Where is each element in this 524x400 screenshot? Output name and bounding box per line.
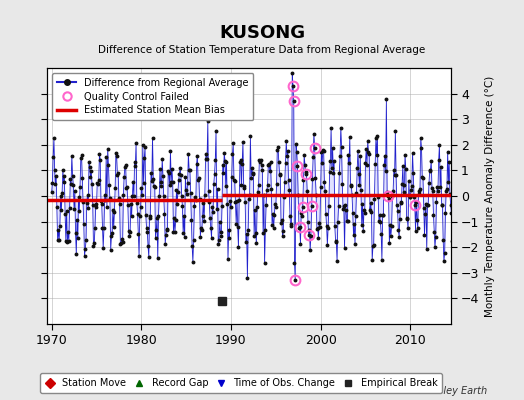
- Text: Berkeley Earth: Berkeley Earth: [415, 386, 487, 396]
- Legend: Difference from Regional Average, Quality Control Failed, Estimated Station Mean: Difference from Regional Average, Qualit…: [52, 73, 254, 120]
- Legend: Station Move, Record Gap, Time of Obs. Change, Empirical Break: Station Move, Record Gap, Time of Obs. C…: [40, 374, 442, 393]
- Text: Difference of Station Temperature Data from Regional Average: Difference of Station Temperature Data f…: [99, 45, 425, 55]
- Y-axis label: Monthly Temperature Anomaly Difference (°C): Monthly Temperature Anomaly Difference (…: [485, 75, 495, 317]
- Text: KUSONG: KUSONG: [219, 24, 305, 42]
